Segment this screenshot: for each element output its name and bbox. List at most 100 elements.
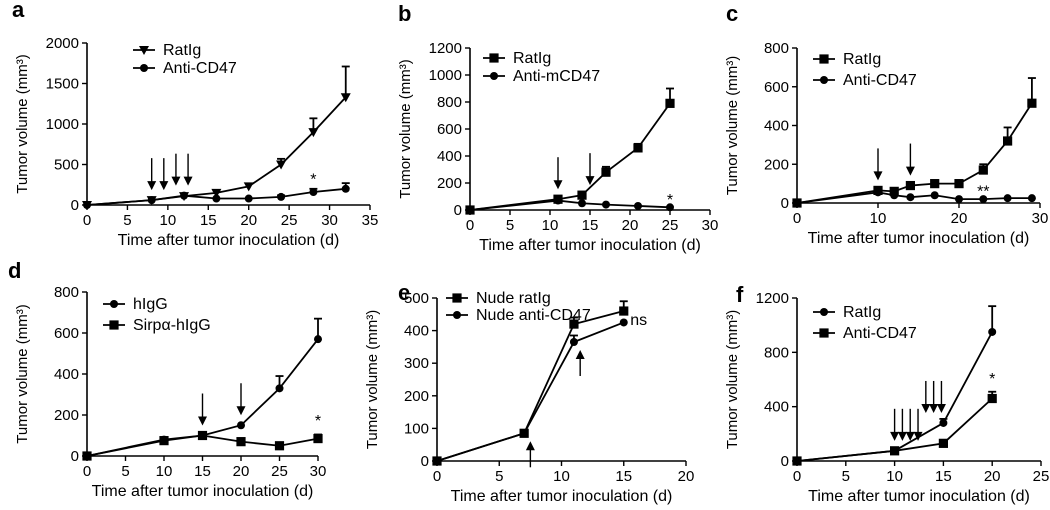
data-point: [211, 188, 222, 198]
data-point: [988, 327, 997, 336]
data-point: [954, 179, 964, 189]
panel-d: d 0 5 10 15 20 25 30 0 200 400 600 800 Time after tum…: [8, 258, 326, 500]
y-tick-label: 0: [781, 195, 789, 212]
panel-label: c: [726, 1, 738, 26]
x-tick-label: 20: [678, 468, 695, 485]
arrow-head: [198, 416, 207, 426]
x-tick-label: 10: [886, 468, 903, 485]
x-tick-label: 5: [495, 468, 503, 485]
arrow-head: [890, 431, 900, 441]
series-anti-cd47: [83, 182, 350, 209]
y-tick-label: 400: [764, 118, 789, 135]
y-axis-label: Tumor volume (mm³): [14, 54, 31, 193]
data-point: [147, 196, 156, 205]
arrow-head: [913, 431, 923, 441]
y-tick-label: 1500: [46, 76, 79, 93]
series-line: [469, 102, 671, 211]
x-tick-label: 15: [194, 463, 211, 480]
data-point: [634, 201, 642, 210]
x-tick-label: 0: [433, 468, 441, 485]
data-point: [276, 160, 287, 170]
x-axis-label: Time after tumor inoculation (d): [808, 230, 1030, 247]
x-tick-label: 15: [615, 468, 632, 485]
data-point: [665, 98, 675, 108]
y-axis-label: Tumor volume (mm³): [724, 56, 741, 195]
y-tick-label: 0: [454, 202, 462, 219]
data-point: [987, 393, 997, 404]
x-tick-label: 15: [935, 468, 952, 485]
legend-label: RatIg: [843, 304, 881, 321]
y-tick-label: 600: [437, 121, 462, 138]
x-tick-label: 10: [870, 210, 887, 227]
significance-mark: *: [989, 371, 995, 388]
significance-mark: ns: [630, 312, 647, 329]
legend-label: hIgG: [133, 296, 168, 313]
panel-label: e: [398, 280, 410, 305]
arrow-head: [905, 166, 915, 176]
legend-label: Nude anti-CD47: [476, 307, 591, 324]
data-point: [244, 194, 253, 203]
legend-marker: [110, 300, 118, 308]
y-tick-label: 400: [404, 323, 429, 340]
x-tick-label: 15: [200, 212, 217, 229]
data-point: [979, 195, 988, 204]
y-tick-label: 200: [764, 156, 789, 173]
legend-label: Anti-CD47: [163, 60, 237, 77]
data-point: [939, 418, 948, 427]
arrow-head: [897, 431, 907, 441]
data-point: [905, 180, 915, 191]
y-axis-label: Tumor volume (mm³): [14, 304, 31, 443]
legend-marker: [820, 76, 828, 84]
x-tick-label: 0: [83, 212, 91, 229]
x-tick-label: 0: [466, 217, 474, 234]
y-tick-label: 0: [421, 453, 429, 470]
x-tick-label: 5: [123, 212, 131, 229]
arrow-head: [873, 171, 883, 181]
x-tick-label: 5: [121, 463, 129, 480]
legend-marker: [109, 320, 119, 330]
data-point: [577, 190, 587, 200]
x-tick-label: 25: [271, 463, 288, 480]
data-point: [275, 384, 284, 393]
series-nude-ratig: [432, 300, 629, 466]
arrow-head: [236, 406, 246, 416]
data-point: [938, 438, 948, 448]
x-tick-label: 0: [83, 463, 91, 480]
y-tick-label: 800: [54, 284, 79, 301]
data-point: [82, 451, 92, 461]
series-line: [796, 397, 993, 462]
legend-label: Anti-CD47: [843, 72, 917, 89]
x-tick-label: 25: [662, 217, 679, 234]
legend-marker: [139, 46, 149, 55]
data-point: [197, 430, 208, 441]
data-point: [236, 437, 246, 447]
x-tick-label: 20: [984, 468, 1001, 485]
data-point: [930, 191, 939, 200]
series-line: [86, 434, 319, 457]
data-point: [955, 195, 963, 204]
y-tick-label: 0: [781, 453, 789, 470]
data-point: [619, 306, 629, 316]
series-sirp-higg: [82, 430, 323, 461]
x-axis-label: Time after tumor inoculation (d): [479, 237, 701, 254]
legend-label: Anti-mCD47: [513, 68, 600, 85]
x-axis-label: Time after tumor inoculation (d): [451, 488, 673, 505]
legend-label: Anti-CD47: [843, 325, 917, 342]
data-point: [554, 196, 562, 205]
x-tick-label: 5: [506, 217, 514, 234]
series-line: [796, 331, 993, 462]
data-point: [313, 433, 323, 444]
y-axis-label: Tumor volume (mm³): [364, 310, 381, 449]
x-tick-label: 25: [281, 212, 298, 229]
data-point: [569, 319, 579, 329]
arrow-head: [147, 181, 157, 191]
y-tick-label: 400: [54, 366, 79, 383]
panel-label: b: [398, 1, 411, 26]
panel-label: a: [12, 0, 25, 22]
data-point: [340, 93, 351, 103]
x-tick-label: 20: [233, 463, 250, 480]
x-axis-label: Time after tumor inoculation (d): [92, 483, 314, 500]
data-point: [906, 193, 915, 202]
data-point: [180, 191, 189, 200]
